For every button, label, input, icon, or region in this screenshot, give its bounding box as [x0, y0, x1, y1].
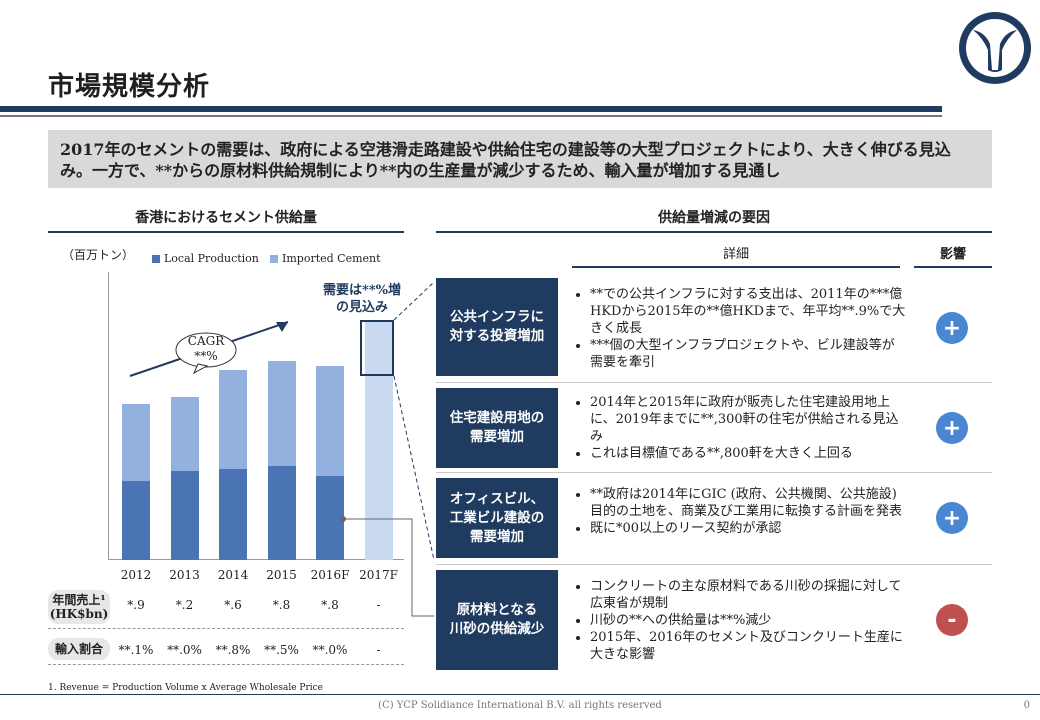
- import-share-cell: **.5%: [264, 643, 299, 657]
- impact-plus-icon: +: [936, 502, 968, 534]
- x-tick-label: 2014: [217, 568, 249, 582]
- factor-label-office: オフィスビル、 工業ビル建設の 需要増加: [436, 478, 558, 558]
- detail-item: 川砂の**への供給量は**%減少: [590, 612, 906, 629]
- detail-item: 2014年と2015年に政府が販売した住宅建設用地上に、2019年までに**,3…: [590, 394, 906, 445]
- impact-column-header: 影響: [939, 247, 966, 262]
- factor-details-housing: 2014年と2015年に政府が販売した住宅建設用地上に、2019年までに**,3…: [576, 394, 906, 462]
- y-axis-line: [108, 272, 109, 560]
- factor-label-text: 住宅建設用地の 需要増加: [449, 410, 545, 445]
- bar-local-production: [170, 471, 199, 560]
- detail-item: 既に*00以上のリース契約が承認: [590, 520, 906, 537]
- row-divider: [48, 628, 404, 629]
- legend-local: Local Production: [152, 252, 259, 265]
- x-tick-label: 2016F: [310, 568, 350, 582]
- factor-label-text: 原材料となる 川砂の供給減少: [449, 602, 545, 637]
- import-share-cell: **.0%: [167, 643, 202, 657]
- x-tick-label: 2015: [266, 568, 297, 582]
- bar-imported-cement: [170, 396, 199, 472]
- copyright: (C) YCP Solidiance International B.V. al…: [378, 700, 662, 711]
- page-number: 0: [1023, 700, 1030, 711]
- factor-divider: [436, 382, 992, 383]
- revenue-cell: *.8: [321, 598, 339, 612]
- title-divider-thin: [0, 115, 942, 117]
- bar-imported-cement: [267, 360, 296, 467]
- page-title: 市場規模分析: [48, 72, 211, 102]
- factor-label-text: オフィスビル、 工業ビル建設の 需要増加: [449, 490, 545, 545]
- import-share-row-label: 輸入割合: [48, 638, 110, 660]
- bar-local-production: [267, 466, 296, 560]
- legend-swatch-local: [152, 254, 160, 263]
- row-divider-2: [48, 664, 404, 665]
- left-section-title: 香港におけるセメント供給量: [135, 210, 317, 226]
- detail-item: コンクリートの主な原材料である川砂の採掘に対して広東省が規制: [590, 578, 906, 612]
- import-share-cell: -: [376, 643, 381, 657]
- detail-item: これは目標値である**,800軒を大きく上回る: [590, 445, 906, 462]
- legend-label-local: Local Production: [164, 252, 259, 265]
- legend-imported: Imported Cement: [270, 252, 381, 265]
- chart-unit-label: （百万トン）: [62, 248, 135, 262]
- footnote: 1. Revenue = Production Volume x Average…: [48, 683, 323, 693]
- factor-details-office: **政府は2014年にGIC (政府、公共機関、公共施設) 目的の土地を、商業及…: [576, 486, 906, 537]
- factor-label-text: 公共インフラに 対する投資増加: [449, 309, 545, 344]
- legend-label-imported: Imported Cement: [282, 252, 381, 265]
- cagr-bubble-icon: [175, 332, 237, 374]
- bar-imported-cement: [122, 404, 150, 481]
- x-tick-label: 2017F: [359, 568, 398, 582]
- detail-column-header: 詳細: [722, 247, 749, 262]
- company-logo-icon: [959, 12, 1031, 84]
- supply-chart: [108, 272, 404, 560]
- x-axis-line: [108, 559, 404, 560]
- title-divider: [0, 106, 942, 112]
- factor-details-infrastructure: **での公共インフラに対する支出は、2011年の***億HKDから2015年の*…: [576, 286, 906, 371]
- factor-label-infrastructure: 公共インフラに 対する投資増加: [436, 278, 558, 376]
- cagr-label: CAGR **%: [187, 334, 225, 363]
- bar-local-production: [219, 468, 247, 560]
- footer-rule: [0, 694, 1040, 695]
- import-share-cell: **.0%: [312, 643, 348, 657]
- detail-item: **政府は2014年にGIC (政府、公共機関、公共施設) 目的の土地を、商業及…: [590, 486, 906, 520]
- x-tick-label: 2013: [169, 568, 200, 582]
- bar-imported-cement: [316, 365, 344, 476]
- revenue-cell: *.8: [272, 598, 291, 612]
- factor-label-river-sand: 原材料となる 川砂の供給減少: [436, 570, 558, 670]
- impact-plus-icon: +: [936, 312, 968, 344]
- demand-callout: 需要は**%増 の見込み: [323, 283, 401, 315]
- left-section-rule: [48, 231, 404, 233]
- detail-item: **での公共インフラに対する支出は、2011年の***億HKDから2015年の*…: [590, 286, 906, 337]
- summary-box: 2017年のセメントの需要は、政府による空港滑走路建設や供給住宅の建設等の大型プ…: [48, 130, 992, 188]
- impact-plus-icon: +: [936, 412, 968, 444]
- bar-local-production: [316, 476, 344, 560]
- import-share-cell: **.8%: [215, 643, 251, 657]
- legend-swatch-imported: [270, 254, 278, 263]
- factor-details-river-sand: コンクリートの主な原材料である川砂の採掘に対して広東省が規制 川砂の**への供給…: [576, 578, 906, 663]
- factor-label-housing: 住宅建設用地の 需要増加: [436, 388, 558, 468]
- detail-item: 2015年、2016年のセメント及びコンクリート生産に大きな影響: [590, 629, 906, 663]
- right-section-rule: [436, 231, 992, 233]
- factor-divider: [436, 472, 992, 473]
- impact-minus-icon: -: [936, 604, 968, 636]
- bar-local-production: [122, 480, 150, 560]
- x-tick-label: 2012: [120, 568, 152, 582]
- right-section-title: 供給量増減の要因: [658, 210, 770, 226]
- highlight-frame: [360, 320, 394, 376]
- factor-divider: [436, 564, 992, 565]
- bar-imported-cement: [219, 370, 247, 469]
- import-share-cell: **.1%: [118, 643, 154, 657]
- revenue-row-label: 年間売上¹ (HK$bn): [48, 590, 110, 624]
- revenue-cell: -: [376, 598, 381, 612]
- revenue-cell: *.6: [224, 598, 242, 612]
- detail-item: ***個の大型インフラプロジェクトや、ビル建設等が需要を牽引: [590, 337, 906, 371]
- detail-header-rule: [572, 266, 900, 268]
- revenue-cell: *.2: [175, 598, 194, 612]
- impact-header-rule: [914, 266, 992, 268]
- revenue-cell: *.9: [127, 598, 145, 612]
